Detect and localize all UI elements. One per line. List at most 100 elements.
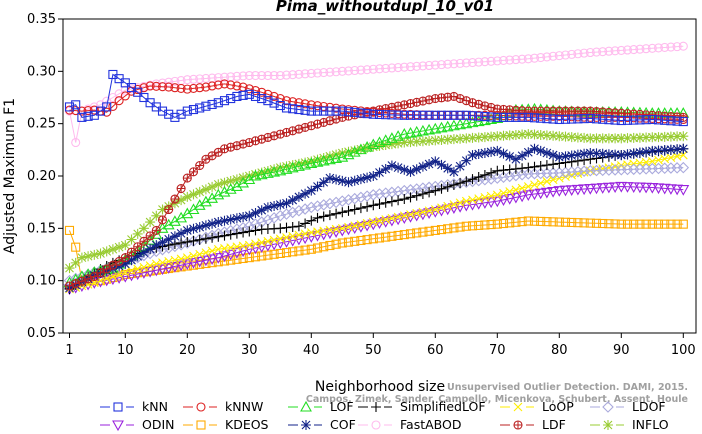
marker-knn [250, 91, 261, 102]
marker-knn [672, 116, 682, 126]
marker-knn [64, 102, 75, 112]
marker-lof [230, 180, 243, 192]
marker-kdeos [312, 243, 323, 253]
marker-odin [615, 181, 628, 193]
marker-knnw [213, 80, 223, 90]
marker-inflo [176, 195, 187, 206]
marker-cof [399, 164, 410, 175]
marker-cof [653, 145, 664, 156]
marker-ldof [348, 192, 361, 205]
marker-inflo [473, 132, 484, 143]
marker-knn [238, 90, 248, 100]
legend-label: LDOF [632, 399, 666, 414]
marker-kdeos [325, 240, 335, 251]
marker-kdeos [573, 218, 583, 228]
marker-knn [660, 115, 670, 125]
legend-marker-ldof [602, 401, 614, 413]
marker-kdeos [362, 235, 372, 245]
marker-inflo [579, 132, 590, 143]
marker-cof [591, 148, 602, 159]
marker-cof [510, 154, 521, 165]
marker-inflo [498, 130, 509, 141]
marker-kdeos [343, 237, 354, 247]
marker-kdeos [647, 219, 657, 229]
marker-inflo [678, 131, 689, 142]
marker-simplifiedlof [548, 159, 559, 170]
marker-cof [281, 198, 292, 209]
marker-knnw [306, 100, 316, 110]
marker-knn [591, 114, 602, 124]
marker-simplifiedlof [455, 178, 466, 189]
marker-simplifiedlof [498, 165, 509, 176]
marker-loop [437, 203, 446, 213]
marker-inflo [138, 223, 149, 234]
marker-inflo [603, 133, 614, 144]
marker-inflo [244, 171, 255, 181]
marker-inflo [275, 162, 286, 173]
marker-knn [443, 110, 453, 120]
marker-knnw [300, 99, 310, 109]
marker-simplifiedlof [355, 203, 366, 214]
marker-kdeos [232, 254, 242, 264]
marker-knn [226, 93, 236, 104]
marker-kdeos [368, 234, 378, 244]
marker-inflo [541, 130, 552, 141]
marker-fastabod [672, 42, 682, 52]
marker-kdeos [71, 242, 81, 252]
y-axis-label: Adjusted Maximum F1 [2, 98, 18, 254]
marker-inflo [560, 131, 571, 142]
marker-ldof [367, 189, 380, 201]
x-tick-label: 30 [241, 343, 258, 358]
marker-fastabod [492, 56, 502, 66]
marker-odin [553, 186, 566, 197]
marker-inflo [300, 157, 311, 168]
marker-cof [324, 173, 335, 184]
marker-inflo [225, 176, 236, 187]
marker-odin [150, 265, 163, 277]
marker-inflo [318, 152, 329, 163]
marker-knnw [201, 82, 211, 92]
marker-odin [578, 184, 591, 196]
marker-odin [212, 253, 225, 264]
marker-odin [540, 187, 553, 199]
marker-cof [597, 148, 608, 159]
marker-simplifiedlof [424, 187, 435, 198]
marker-simplifiedlof [343, 205, 354, 216]
marker-ldof [497, 171, 510, 184]
marker-knn [461, 110, 471, 120]
marker-simplifiedlof [293, 221, 304, 232]
marker-inflo [523, 129, 534, 140]
marker-inflo [157, 204, 168, 215]
marker-ldof [299, 203, 311, 215]
marker-simplifiedlof [504, 164, 515, 175]
marker-cof [331, 174, 342, 185]
marker-knnw [114, 96, 124, 106]
marker-fastabod [164, 77, 174, 87]
marker-loop [548, 175, 558, 185]
marker-simplifiedlof [324, 210, 335, 221]
marker-odin [206, 254, 219, 266]
marker-fastabod [412, 61, 422, 71]
marker-fastabod [536, 52, 546, 63]
marker-knnw [207, 81, 217, 91]
marker-inflo [517, 129, 528, 140]
marker-simplifiedlof [479, 169, 490, 180]
marker-knn [399, 110, 409, 120]
marker-cof [560, 151, 571, 162]
marker-simplifiedlof [473, 172, 484, 183]
marker-kdeos [585, 218, 595, 228]
marker-knn [629, 115, 639, 125]
marker-inflo [566, 132, 577, 143]
marker-ldof [485, 173, 497, 185]
marker-ldf [170, 194, 180, 204]
marker-fastabod [505, 55, 515, 65]
marker-inflo [430, 135, 441, 146]
marker-knnw [244, 84, 254, 94]
marker-fastabod [219, 72, 230, 82]
marker-inflo [256, 167, 267, 178]
legend-item-fastabod: FastABOD [358, 417, 462, 432]
marker-odin [602, 182, 615, 194]
marker-knn [560, 114, 571, 124]
marker-knnw [182, 84, 192, 94]
